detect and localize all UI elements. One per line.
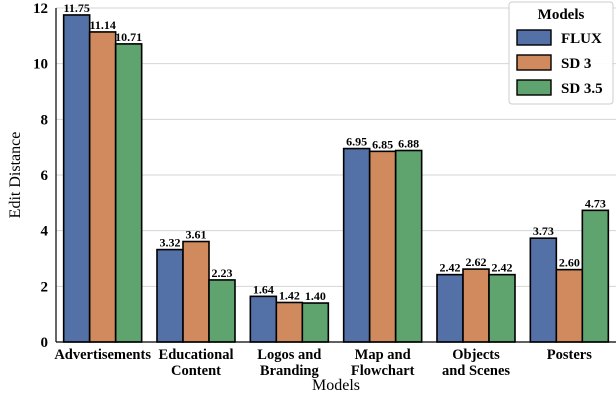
data-label: 2.62: [466, 255, 487, 269]
data-label: 11.75: [63, 1, 89, 15]
bar-sd-3-2: [275, 301, 304, 343]
data-label: 1.42: [279, 288, 300, 302]
data-label: 1.40: [305, 289, 326, 303]
bar-flux-4: [436, 273, 464, 343]
data-label: 4.73: [585, 196, 606, 210]
data-label: 6.88: [398, 137, 419, 151]
y-tick-label: 0: [41, 335, 49, 351]
bar-sd-3-0: [88, 31, 117, 343]
bar-sd-3-5: [555, 268, 584, 343]
data-label: 3.73: [533, 224, 554, 238]
y-tick-label: 2: [41, 279, 49, 295]
data-label: 2.42: [440, 261, 461, 275]
x-tick-label: Advertisements: [54, 347, 151, 363]
legend-swatch-1: [516, 54, 552, 71]
y-tick-label: 8: [41, 112, 49, 128]
legend-swatch-0: [516, 29, 552, 46]
x-tick-label: and Scenes: [442, 363, 510, 379]
bar-sd-35-5: [581, 209, 610, 343]
x-tick-label: Objects: [452, 347, 500, 363]
legend-entry: SD 3.5: [561, 81, 603, 97]
bar-sd-3-4: [462, 268, 490, 343]
legend-entry: SD 3: [561, 56, 591, 72]
y-tick-label: 4: [41, 224, 49, 240]
x-tick-label: Educational: [159, 347, 234, 363]
x-tick-label: Logos and: [257, 347, 321, 363]
bar-sd-3-1: [182, 240, 210, 343]
legend-box: [508, 1, 614, 105]
y-axis-title: Edit Distance: [7, 132, 24, 219]
bar-sd-3-3: [368, 150, 397, 343]
data-label: 2.60: [559, 256, 580, 270]
axes: 0 2 4 6 8 10 12 Advertisements EducationalConten…: [33, 1, 616, 379]
y-tick-label: 12: [33, 1, 48, 17]
bar-flux-5: [529, 237, 558, 343]
bar-sd-35-3: [394, 149, 423, 343]
y-tick-label: 6: [41, 168, 49, 184]
bar-sd-35-4: [488, 273, 516, 343]
bar-flux-2: [249, 295, 278, 343]
data-label: 11.14: [89, 18, 115, 32]
bar-sd-35-2: [301, 302, 330, 343]
data-label: 6.85: [372, 137, 393, 151]
legend-entry: FLUX: [561, 31, 602, 47]
bar-sd-35-1: [208, 279, 236, 343]
bars: [62, 14, 610, 343]
data-label: 1.64: [253, 282, 274, 296]
x-axis-title: Models: [312, 377, 360, 394]
data-label: 6.95: [346, 135, 367, 149]
data-label: 2.23: [212, 266, 233, 280]
data-label: 2.42: [492, 261, 513, 275]
bar-flux-1: [156, 248, 184, 343]
data-label: 3.61: [186, 228, 207, 242]
bar-flux-0: [62, 14, 91, 343]
x-tick-label: Posters: [547, 347, 592, 363]
legend: Models FLUX SD 3 SD 3.5: [508, 1, 614, 105]
legend-swatch-2: [516, 79, 552, 96]
x-tick-label: Branding: [260, 363, 320, 379]
gridlines: [56, 7, 616, 343]
bar-flux-3: [342, 147, 371, 343]
data-label: 3.32: [160, 236, 181, 250]
y-tick-label: 10: [33, 57, 48, 73]
x-tick-label: Content: [171, 363, 221, 379]
legend-title: Models: [538, 7, 585, 23]
data-label: 10.71: [115, 30, 142, 44]
x-tick-label: Map and: [355, 347, 411, 363]
bar-sd-35-0: [114, 43, 143, 343]
x-tick-label: Flowchart: [351, 363, 415, 379]
